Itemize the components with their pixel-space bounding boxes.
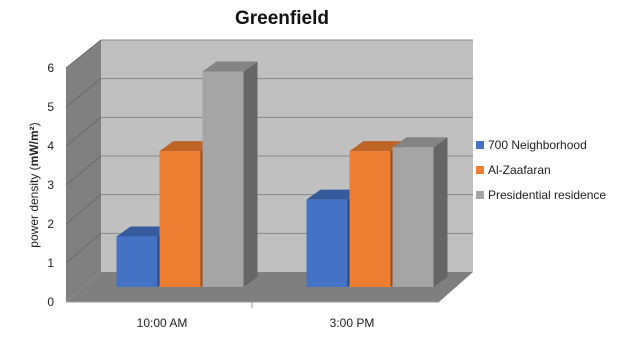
y-axis-label-suffix: )	[27, 122, 41, 126]
legend-swatch	[476, 191, 484, 199]
bar-front	[349, 151, 391, 287]
y-tick-label: 0	[47, 295, 54, 309]
gridline-side	[65, 116, 102, 147]
legend-item: Presidential residence	[476, 188, 606, 202]
bars	[116, 61, 448, 287]
legend-swatch	[476, 166, 484, 174]
bar-top	[202, 61, 258, 72]
legend-label: Presidential residence	[488, 188, 606, 202]
y-axis-label-unit: mW/m²	[27, 126, 41, 166]
legend: 700 Neighborhood Al-Zaafaran Presidential …	[476, 138, 606, 202]
gridline-side	[65, 155, 102, 186]
y-tick-label: 2	[47, 217, 54, 231]
y-axis-label: power density (mW/m²)	[27, 122, 41, 247]
bar-top	[349, 141, 405, 152]
y-tick-label: 5	[47, 100, 54, 114]
gridline-side	[65, 78, 102, 108]
gridline-side	[65, 39, 102, 69]
bar	[202, 61, 258, 287]
bar-front	[306, 199, 348, 287]
x-category-label: 10:00 AM	[137, 316, 188, 330]
legend-label: Al-Zaafaran	[488, 163, 551, 177]
bar-top	[159, 141, 215, 152]
y-tick-label: 6	[47, 61, 54, 75]
bar-front	[159, 151, 201, 287]
bar	[392, 137, 448, 287]
gridline-side	[65, 232, 102, 264]
y-tick-label: 4	[47, 139, 54, 153]
bar-front	[392, 147, 434, 287]
bar-front	[116, 236, 158, 287]
legend-swatch	[476, 141, 484, 149]
bar-side	[433, 137, 448, 287]
chart-title: Greenfield	[235, 8, 329, 29]
y-tick-label: 3	[47, 178, 54, 192]
legend-label: 700 Neighborhood	[488, 138, 587, 152]
bar-side	[243, 61, 258, 287]
x-category-label: 3:00 PM	[330, 316, 375, 330]
gridline-side	[65, 194, 102, 225]
y-axis-ticks: 0 1 2 3 4 5 6	[47, 61, 54, 309]
bar-top	[392, 137, 448, 148]
bar-top	[116, 226, 172, 237]
legend-item: 700 Neighborhood	[476, 138, 587, 152]
bar-front	[202, 71, 244, 287]
y-tick-label: 1	[47, 256, 54, 270]
x-axis-categories: 10:00 AM 3:00 PM	[137, 316, 375, 330]
y-axis-label-prefix: power density (	[27, 166, 41, 247]
bar-top	[306, 189, 362, 200]
legend-item: Al-Zaafaran	[476, 163, 551, 177]
